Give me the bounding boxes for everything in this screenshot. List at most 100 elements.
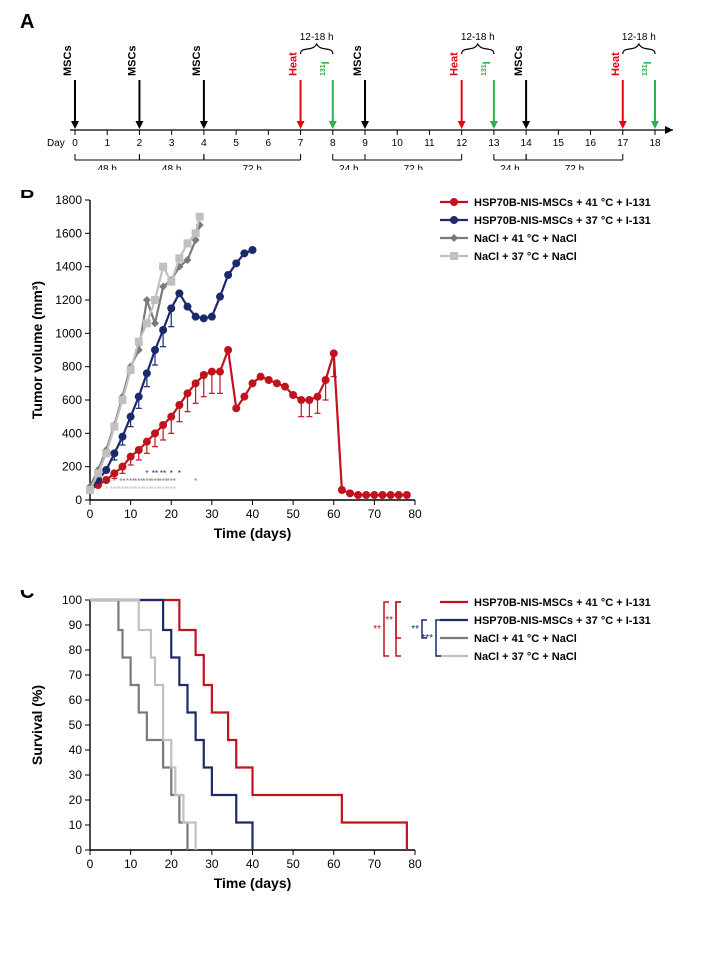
svg-text:60: 60 — [327, 507, 341, 521]
svg-text:72 h: 72 h — [242, 164, 261, 170]
svg-text:18: 18 — [649, 138, 661, 149]
svg-text:1600: 1600 — [55, 226, 82, 240]
svg-text:***: *** — [167, 485, 176, 494]
panel-c-chart: C010203040506070800102030405060708090100… — [20, 590, 685, 910]
svg-text:1000: 1000 — [55, 326, 82, 340]
svg-text:131I: 131I — [642, 61, 654, 76]
svg-text:13: 13 — [488, 138, 500, 149]
svg-text:**: ** — [411, 624, 419, 635]
svg-text:30: 30 — [69, 768, 83, 782]
svg-text:800: 800 — [62, 360, 82, 374]
svg-text:NaCl + 41 °C + NaCl: NaCl + 41 °C + NaCl — [474, 633, 577, 645]
svg-text:70: 70 — [368, 507, 382, 521]
svg-text:17: 17 — [617, 138, 629, 149]
svg-text:12-18 h: 12-18 h — [300, 32, 334, 43]
svg-text:*: * — [178, 469, 181, 478]
svg-text:90: 90 — [69, 618, 83, 632]
svg-text:HSP70B-NIS-MSCs + 37 °C + I-13: HSP70B-NIS-MSCs + 37 °C + I-131 — [474, 615, 651, 627]
svg-text:10: 10 — [124, 857, 138, 871]
svg-text:Time (days): Time (days) — [214, 875, 292, 891]
svg-text:12-18 h: 12-18 h — [622, 32, 656, 43]
svg-text:10: 10 — [69, 818, 83, 832]
svg-text:Day: Day — [47, 138, 65, 149]
svg-text:MSCs: MSCs — [62, 45, 74, 76]
svg-text:*: * — [105, 485, 108, 494]
svg-text:Survival (%): Survival (%) — [29, 685, 45, 765]
svg-text:*: * — [194, 477, 197, 486]
panel-a-timeline: A0123456789101112131415161718DayMSCsMSCs… — [20, 10, 685, 170]
svg-text:12-18 h: 12-18 h — [461, 32, 495, 43]
svg-text:Heat: Heat — [288, 52, 300, 76]
svg-text:2: 2 — [137, 138, 143, 149]
svg-text:8: 8 — [330, 138, 336, 149]
svg-text:70: 70 — [69, 668, 83, 682]
svg-text:Heat: Heat — [449, 52, 461, 76]
svg-text:40: 40 — [69, 743, 83, 757]
svg-text:20: 20 — [69, 793, 83, 807]
svg-text:**: ** — [385, 615, 393, 626]
svg-text:30: 30 — [205, 507, 219, 521]
svg-text:7: 7 — [298, 138, 304, 149]
svg-text:**: ** — [373, 624, 381, 635]
svg-text:Tumor volume (mm³): Tumor volume (mm³) — [29, 281, 45, 419]
svg-text:C: C — [20, 590, 34, 603]
svg-text:1800: 1800 — [55, 193, 82, 207]
svg-text:A: A — [20, 11, 34, 33]
svg-text:72 h: 72 h — [404, 164, 423, 170]
svg-text:**: ** — [152, 469, 158, 478]
svg-text:NaCl + 37 °C + NaCl: NaCl + 37 °C + NaCl — [474, 251, 577, 263]
svg-text:50: 50 — [286, 507, 300, 521]
svg-text:40: 40 — [246, 507, 260, 521]
svg-text:B: B — [20, 190, 34, 203]
svg-text:70: 70 — [368, 857, 382, 871]
svg-text:48 h: 48 h — [97, 164, 116, 170]
svg-text:131I: 131I — [320, 61, 332, 76]
svg-text:MSCs: MSCs — [126, 45, 138, 76]
svg-text:NaCl + 41 °C + NaCl: NaCl + 41 °C + NaCl — [474, 233, 577, 245]
svg-text:200: 200 — [62, 460, 82, 474]
svg-text:40: 40 — [246, 857, 260, 871]
svg-text:11: 11 — [424, 138, 435, 149]
svg-text:Time (days): Time (days) — [214, 525, 292, 541]
svg-text:**: ** — [160, 469, 166, 478]
svg-text:4: 4 — [201, 138, 207, 149]
svg-text:0: 0 — [75, 493, 82, 507]
svg-text:*: * — [113, 477, 116, 486]
svg-text:14: 14 — [521, 138, 533, 149]
svg-text:80: 80 — [408, 857, 422, 871]
svg-text:Heat: Heat — [610, 52, 622, 76]
svg-text:72 h: 72 h — [565, 164, 584, 170]
svg-text:0: 0 — [75, 843, 82, 857]
svg-text:60: 60 — [327, 857, 341, 871]
svg-text:*: * — [170, 469, 173, 478]
svg-text:0: 0 — [87, 507, 94, 521]
svg-text:0: 0 — [72, 138, 78, 149]
panel-b-chart: B010203040506070800200400600800100012001… — [20, 190, 685, 560]
svg-text:20: 20 — [165, 857, 179, 871]
svg-text:24 h: 24 h — [500, 164, 519, 170]
svg-text:10: 10 — [392, 138, 404, 149]
svg-text:HSP70B-NIS-MSCs + 41 °C + I-13: HSP70B-NIS-MSCs + 41 °C + I-131 — [474, 197, 651, 209]
svg-text:*: * — [145, 469, 148, 478]
svg-text:0: 0 — [87, 857, 94, 871]
svg-text:***: *** — [421, 633, 433, 644]
svg-text:600: 600 — [62, 393, 82, 407]
svg-text:48 h: 48 h — [162, 164, 181, 170]
svg-text:80: 80 — [408, 507, 422, 521]
svg-text:9: 9 — [362, 138, 368, 149]
svg-text:50: 50 — [286, 857, 300, 871]
svg-text:**: ** — [119, 477, 125, 486]
svg-text:15: 15 — [553, 138, 565, 149]
svg-text:***: *** — [167, 477, 176, 486]
svg-text:50: 50 — [69, 718, 83, 732]
svg-text:3: 3 — [169, 138, 175, 149]
svg-text:HSP70B-NIS-MSCs + 37 °C + I-13: HSP70B-NIS-MSCs + 37 °C + I-131 — [474, 215, 651, 227]
svg-text:1400: 1400 — [55, 260, 82, 274]
svg-text:131I: 131I — [481, 61, 493, 76]
svg-text:1: 1 — [104, 138, 110, 149]
svg-text:80: 80 — [69, 643, 83, 657]
svg-text:20: 20 — [165, 507, 179, 521]
svg-text:MSCs: MSCs — [352, 45, 364, 76]
svg-text:16: 16 — [585, 138, 597, 149]
svg-text:HSP70B-NIS-MSCs + 41 °C + I-13: HSP70B-NIS-MSCs + 41 °C + I-131 — [474, 597, 651, 609]
